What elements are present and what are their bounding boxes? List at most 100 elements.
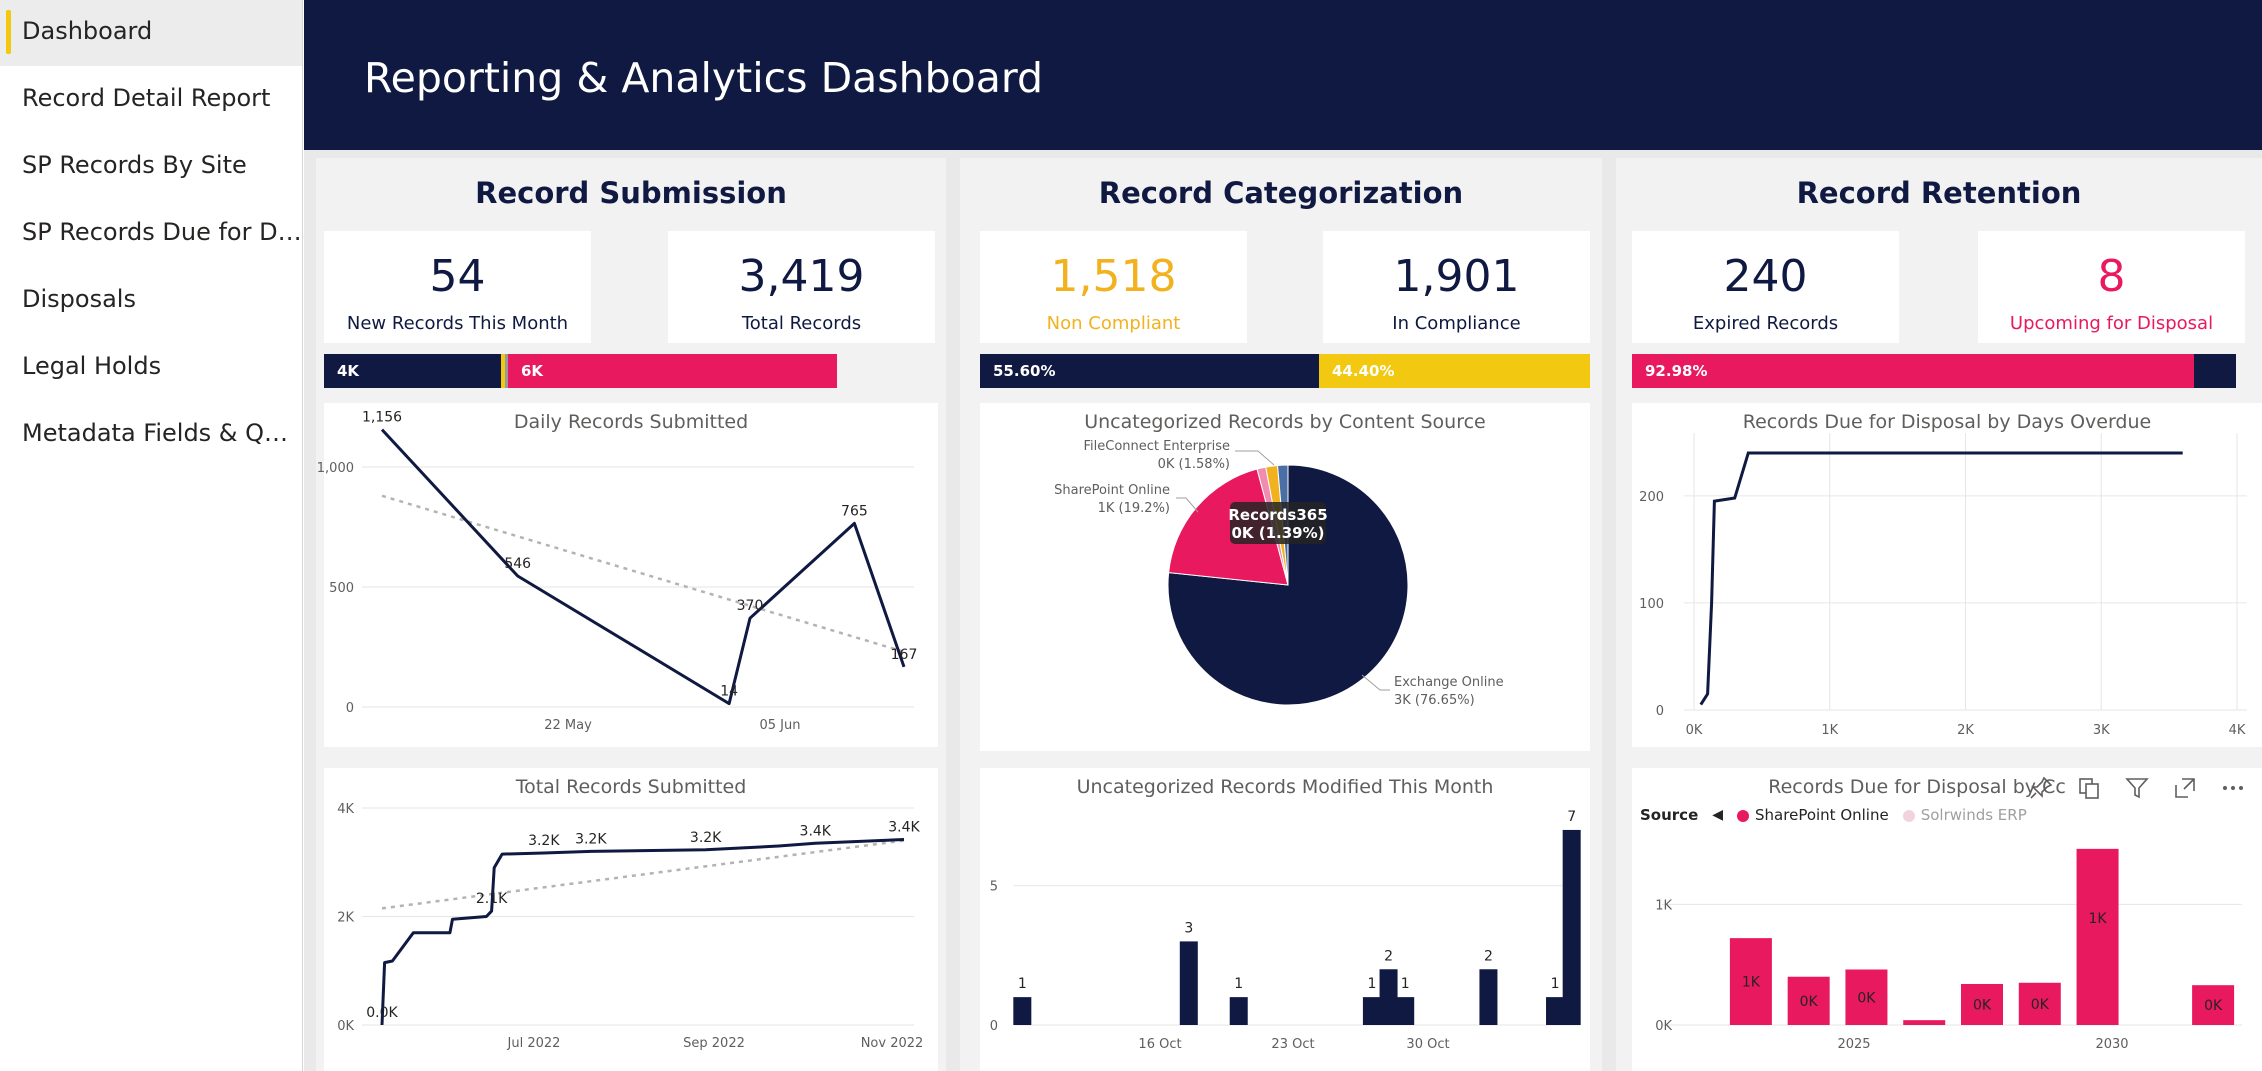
bar-segment: 6K: [508, 354, 837, 388]
data-label: 3.2K: [575, 831, 607, 847]
bar-segment: 92.98%: [1632, 354, 2194, 388]
more-options-icon[interactable]: [2220, 775, 2246, 801]
legend-scroll-left-icon[interactable]: ◀: [1712, 807, 1724, 823]
pie-label: FileConnect Enterprise: [1083, 439, 1230, 454]
x-tick-label: 3K: [2093, 723, 2110, 738]
sidebar-item-dashboard[interactable]: Dashboard: [0, 0, 302, 66]
data-label: 1K: [1742, 975, 1761, 991]
kpi-value: 1,901: [1393, 251, 1520, 302]
chart-due-by-days-overdue[interactable]: Records Due for Disposal by Days Overdue…: [1632, 403, 2262, 747]
chart-title: Records Due for Disposal by Cc: [1768, 776, 2066, 798]
bar-segment: 44.40%: [1319, 354, 1590, 388]
data-label: 3.4K: [888, 819, 920, 835]
data-label: 3.2K: [690, 830, 722, 846]
legend-item[interactable]: SharePoint Online: [1737, 806, 1889, 824]
data-label: 2: [1484, 948, 1493, 964]
x-tick-label: 2030: [2095, 1037, 2128, 1052]
bar: [1546, 997, 1565, 1025]
pie-label-value: 0K (1.58%): [1158, 457, 1230, 472]
y-tick-label: 1K: [1655, 898, 1672, 913]
pin-icon[interactable]: [2028, 775, 2054, 801]
x-tick-label: 2K: [1957, 723, 1974, 738]
sidebar-nav: Dashboard Record Detail Report SP Records …: [0, 0, 303, 1071]
y-tick-label: 100: [1639, 597, 1664, 612]
chart-title: Uncategorized Records by Content Source: [1084, 411, 1486, 433]
data-label: 0K: [1800, 994, 1819, 1010]
legend-dot: [1902, 809, 1915, 822]
bar: [1845, 969, 1888, 1025]
kpi-card-non-compliant[interactable]: 1,518 Non Compliant: [980, 231, 1247, 343]
sidebar-item-disposals[interactable]: Disposals: [22, 285, 136, 313]
bar-segment-label: 6K: [521, 362, 544, 380]
chart-title: Records Due for Disposal by Days Overdue: [1742, 411, 2152, 433]
bar-segment-label: 4K: [337, 362, 360, 380]
chart-total-records[interactable]: Total Records Submitted 0K 2K 4K Jul 2022 Se…: [324, 768, 938, 1071]
series-line: [1699, 451, 2183, 706]
data-label: 0.0K: [366, 1005, 398, 1021]
focus-mode-icon[interactable]: [2172, 775, 2198, 801]
kpi-card-upcoming-disposal[interactable]: 8 Upcoming for Disposal: [1978, 231, 2245, 343]
leader-line: [1235, 450, 1275, 466]
chart-daily-records[interactable]: Daily Records Submitted 0 500 1,000 22 May 0…: [317, 403, 938, 747]
x-tick-label: 22 May: [544, 718, 592, 733]
chart-uncategorized-modified[interactable]: Uncategorized Records Modified This Mont…: [980, 768, 1590, 1071]
sidebar-item-sp-records-by-site[interactable]: SP Records By Site: [22, 151, 247, 179]
data-label: 1: [1234, 976, 1243, 992]
legend-item[interactable]: Solrwinds ERP: [1902, 806, 2027, 824]
kpi-card-new-records[interactable]: 54 New Records This Month: [324, 231, 591, 343]
y-tick-label: 0: [1656, 704, 1664, 719]
bar-segment-label: 55.60%: [993, 362, 1056, 380]
submission-stacked-bar[interactable]: 4K 6K: [324, 354, 938, 388]
retention-stacked-bar[interactable]: 92.98%: [1632, 354, 2262, 388]
series-line: [380, 428, 906, 706]
sidebar-item-sp-records-due-for-disp[interactable]: SP Records Due for Disp...: [22, 218, 302, 246]
chart-uncategorized-by-source[interactable]: Uncategorized Records by Content Source …: [980, 403, 1590, 751]
data-label: 1: [1367, 976, 1376, 992]
x-tick-label: 0K: [1686, 723, 1703, 738]
bar: [1903, 1020, 1946, 1025]
data-label: 370: [737, 598, 764, 614]
y-tick-label: 500: [329, 581, 354, 596]
kpi-label: Non Compliant: [1046, 313, 1181, 334]
bar: [1013, 997, 1032, 1025]
y-tick-label: 0K: [1655, 1019, 1672, 1034]
panel-title: Record Categorization: [1098, 176, 1464, 210]
x-tick-label: 16 Oct: [1138, 1037, 1181, 1052]
pie-label-value: 1K (19.2%): [1098, 501, 1170, 516]
data-label: 765: [841, 503, 868, 519]
kpi-label: New Records This Month: [346, 313, 569, 334]
sidebar-item-metadata-fields-quer[interactable]: Metadata Fields & Quer...: [22, 419, 302, 447]
kpi-label: Upcoming for Disposal: [2009, 313, 2214, 334]
sidebar-item-legal-holds[interactable]: Legal Holds: [22, 352, 162, 380]
bar: [2076, 848, 2119, 1025]
legend-title: Source: [1640, 806, 1699, 824]
x-tick-label: 4K: [2229, 723, 2246, 738]
kpi-card-in-compliance[interactable]: 1,901 In Compliance: [1323, 231, 1590, 343]
bar-segment: [2194, 354, 2236, 388]
panel-title: Record Submission: [475, 176, 787, 210]
filter-icon[interactable]: [2124, 775, 2150, 801]
daily-records-line-chart: 0 500 1,000 22 May 05 Jun 1,156 546 14 370 765 167: [317, 410, 918, 733]
content-source-pie-chart: Exchange Online 3K (76.65%) SharePoint Onl…: [1054, 439, 1503, 708]
visual-toolbar: [2028, 774, 2246, 802]
data-label: 1K: [2089, 911, 2108, 927]
kpi-card-total-records[interactable]: 3,419 Total Records: [668, 231, 935, 343]
bar-segment: 4K: [324, 354, 501, 388]
x-tick-label: Sep 2022: [683, 1036, 745, 1051]
data-label: 3.4K: [800, 823, 832, 839]
x-tick-label: 2025: [1837, 1037, 1870, 1052]
data-label: 14: [720, 684, 738, 700]
data-label: 2: [1384, 948, 1393, 964]
kpi-label: In Compliance: [1392, 313, 1521, 334]
bar: [1479, 969, 1498, 1025]
copy-icon[interactable]: [2076, 775, 2102, 801]
data-label: 3.2K: [528, 833, 560, 849]
categorization-stacked-bar[interactable]: 55.60% 44.40%: [980, 354, 1590, 388]
chart-due-by-source[interactable]: Records Due for Disposal by Cc Source ◀ …: [1632, 768, 2262, 1071]
sidebar-item-record-detail-report[interactable]: Record Detail Report: [22, 84, 271, 112]
bar: [1379, 969, 1398, 1025]
legend-label: Solrwinds ERP: [1920, 806, 2027, 824]
bar-segment-separator: [501, 354, 505, 388]
kpi-card-expired-records[interactable]: 240 Expired Records: [1632, 231, 1899, 343]
data-label: 2.1K: [476, 891, 508, 907]
